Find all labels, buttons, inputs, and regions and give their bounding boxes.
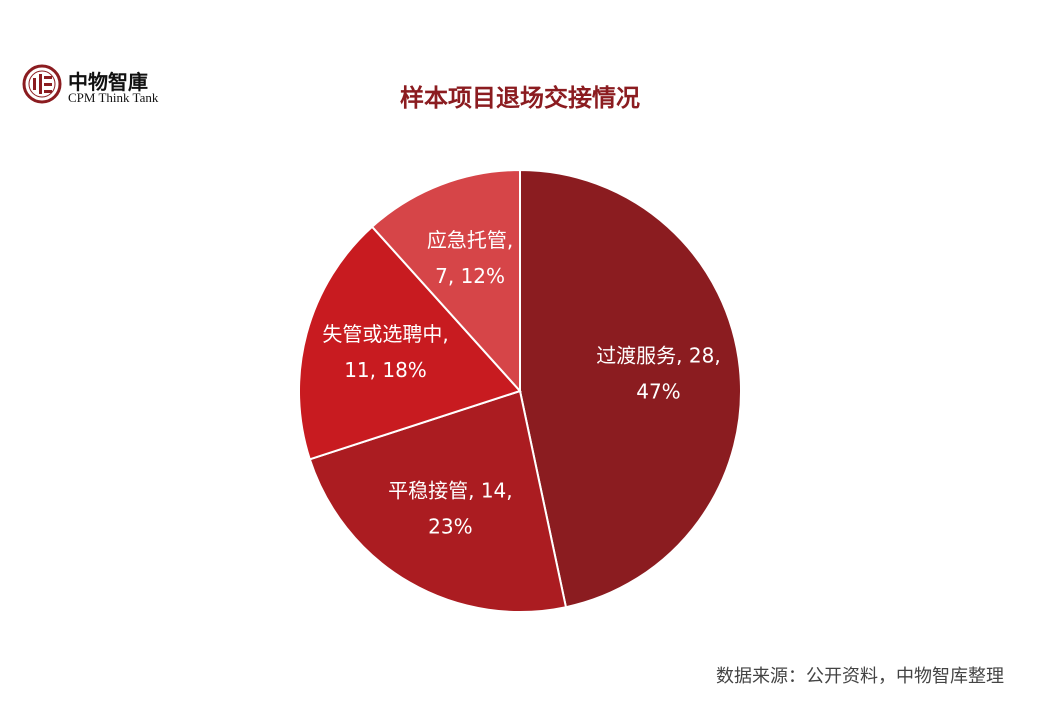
slice-label-3-line1: 应急托管,	[427, 228, 513, 252]
pie-slice-0	[519, 168, 742, 609]
logo-text-cn: 中物智庫	[68, 70, 148, 94]
slice-label-2-line1: 失管或选聘中,	[322, 322, 448, 346]
chart-title: 样本项目退场交接情况	[400, 84, 640, 112]
pie-slice-1	[308, 389, 568, 613]
logo-emblem-icon	[22, 64, 62, 104]
logo-text-en: CPM Think Tank	[68, 90, 159, 105]
pie-slice-2	[298, 225, 522, 461]
pie-slice-3	[370, 168, 521, 394]
source-note: 数据来源：公开资料，中物智库整理	[716, 666, 1004, 687]
slice-label-2-line2: 11, 18%	[344, 358, 427, 382]
slice-label-1-line2: 23%	[428, 515, 472, 539]
slice-label-3-line2: 7, 12%	[435, 264, 505, 288]
logo: 中物智庫 CPM Think Tank	[22, 64, 158, 105]
slice-label-1-line1: 平稳接管, 14,	[388, 479, 513, 503]
slice-label-0-line2: 47%	[636, 379, 680, 403]
slice-label-0-line1: 过渡服务, 28,	[596, 343, 721, 367]
